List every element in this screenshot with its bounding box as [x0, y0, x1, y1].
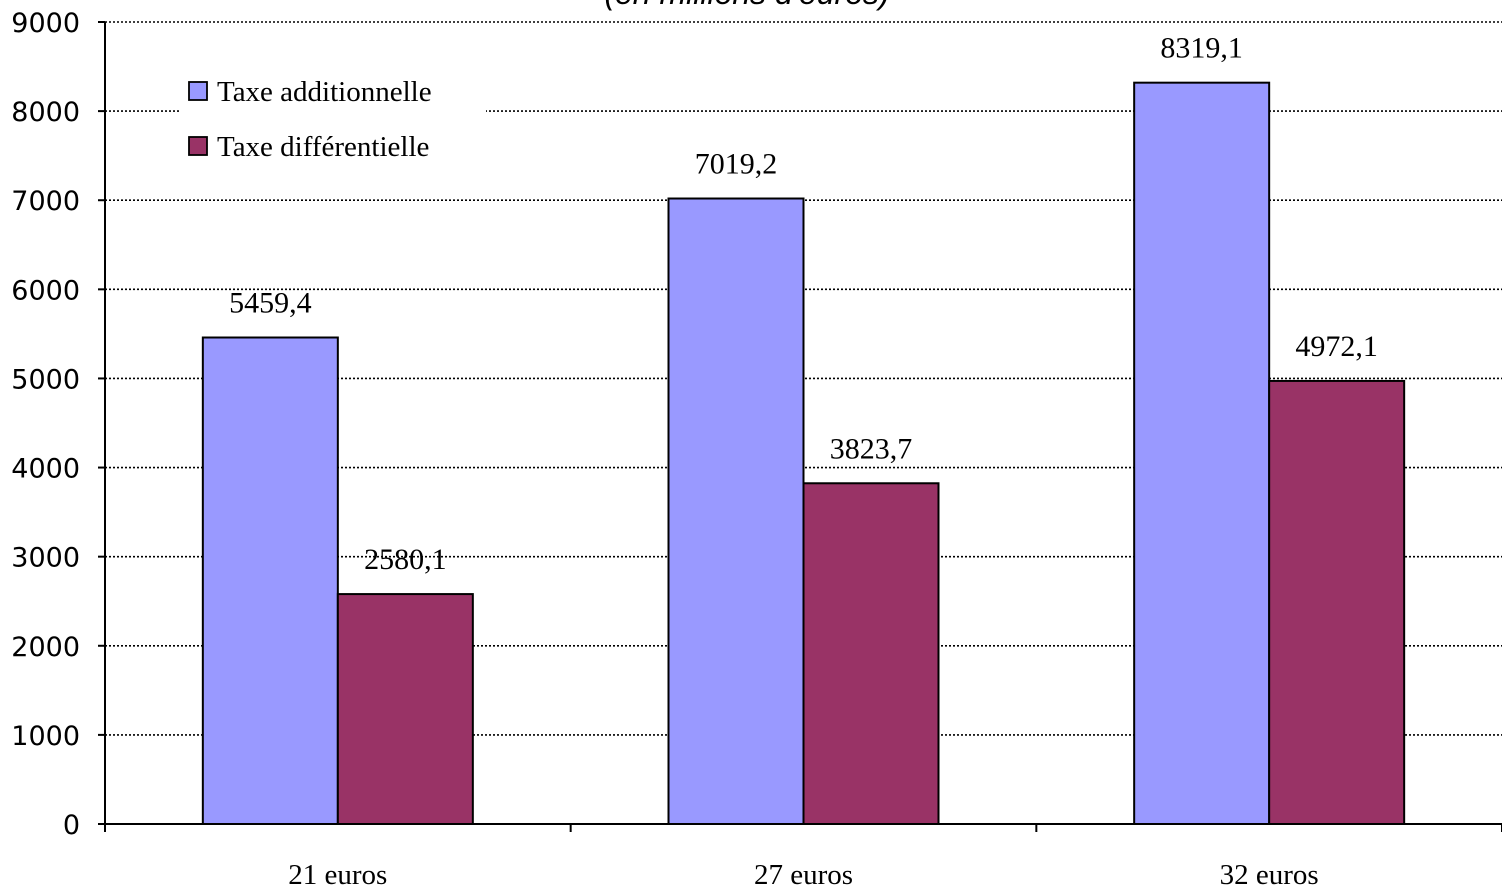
legend-label: Taxe différentielle [217, 131, 429, 163]
data-label: 3823,7 [830, 432, 913, 465]
legend-swatch [188, 81, 208, 101]
bar-taxe-additionnelle [1133, 81, 1271, 825]
y-tick-label: 9000 [11, 8, 80, 39]
bar-taxe-differentielle [336, 593, 474, 825]
axes: 0 1000 2000 3000 4000 5000 6000 7000 8000 9000 21 … [11, 8, 1502, 891]
legend-background [181, 70, 486, 178]
y-tick-label: 7000 [11, 186, 80, 217]
data-label: 4972,1 [1295, 330, 1378, 363]
legend-swatch [188, 136, 208, 156]
data-label: 2580,1 [364, 543, 447, 576]
legend-label: Taxe additionnelle [217, 76, 432, 108]
y-tick-label: 1000 [11, 721, 80, 752]
bar-taxe-additionnelle [201, 336, 339, 825]
y-tick-label: 4000 [11, 454, 80, 485]
x-category-label: 27 euros [754, 859, 853, 888]
y-tick-label: 6000 [11, 275, 80, 306]
bar-taxe-additionnelle [667, 197, 805, 825]
x-category-label: 21 euros [288, 859, 387, 888]
y-tick-label: 3000 [11, 543, 80, 574]
data-label: 5459,4 [229, 287, 312, 320]
data-label: 7019,2 [695, 148, 778, 181]
y-tick-label: 2000 [11, 632, 80, 663]
y-tick-label: 0 [63, 810, 80, 841]
data-label: 8319,1 [1160, 32, 1243, 65]
x-category-label: 32 euros [1220, 859, 1319, 888]
y-tick-label: 5000 [11, 364, 80, 395]
bar-taxe-differentielle [1268, 379, 1406, 825]
data-labels: 5459,4 2580,1 7019,2 3823,7 8319,1 4972,1 [229, 32, 1378, 576]
y-tick-label: 8000 [11, 97, 80, 128]
bars [201, 81, 1406, 825]
legend: Taxe additionnelle Taxe différentielle [181, 70, 486, 178]
chart-subtitle: (en millions d'euros) [604, 0, 889, 11]
bar-taxe-differentielle [802, 482, 940, 825]
